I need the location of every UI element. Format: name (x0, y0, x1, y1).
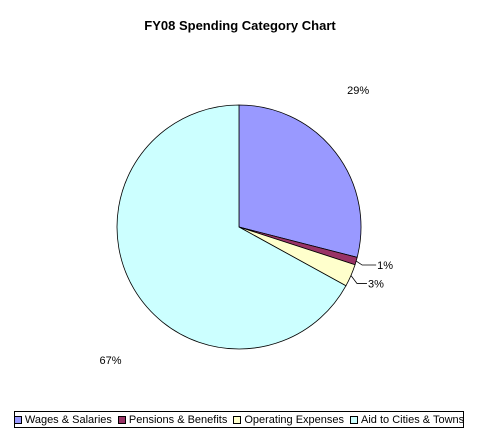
pie-label-pensions: 1% (377, 260, 393, 272)
legend-label-wages: Wages & Salaries (24, 413, 112, 426)
pie-slices (116, 104, 362, 350)
legend-swatch-aid (350, 415, 359, 424)
legend-label-aid: Aid to Cities & Towns (361, 413, 465, 426)
pie-labels: 29% 1% 3% 67% (100, 85, 394, 367)
pie-label-wages: 29% (347, 85, 369, 97)
pie-slice-aid (116, 104, 347, 350)
leader-line-operating (350, 275, 367, 284)
chart-title: FY08 Spending Category Chart (144, 18, 336, 33)
legend-item-pensions: Pensions & Benefits (117, 413, 228, 426)
leader-line-pensions (355, 260, 377, 266)
legend-item-operating: Operating Expenses (233, 414, 344, 426)
legend-item-wages: Wages & Salaries (13, 413, 112, 426)
legend-label-operating: Operating Expenses (244, 413, 345, 426)
legend-swatch-operating (233, 415, 242, 424)
pie-label-aid: 67% (100, 355, 122, 367)
pie-label-operating: 3% (368, 278, 384, 290)
legend-swatch-pensions (117, 415, 126, 424)
legend-item-aid: Aid to Cities & Towns (350, 414, 464, 426)
legend-label-pensions: Pensions & Benefits (128, 413, 228, 426)
legend: Wages & Salaries Pensions & Benefits Ope… (13, 411, 464, 428)
pie-slice-wages (238, 104, 362, 258)
legend-swatch-wages (13, 415, 22, 424)
